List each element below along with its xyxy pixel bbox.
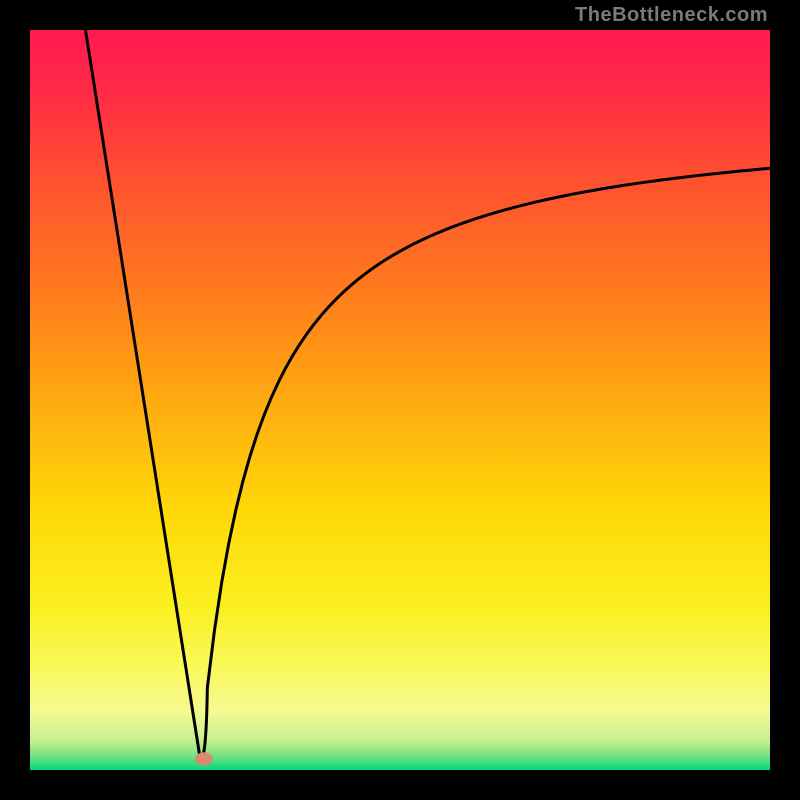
watermark-text: TheBottleneck.com (575, 4, 768, 27)
bottleneck-curve-path (86, 30, 771, 759)
plot-area (30, 30, 770, 770)
bottleneck-curve (30, 30, 770, 770)
optimal-point-marker (195, 752, 213, 765)
